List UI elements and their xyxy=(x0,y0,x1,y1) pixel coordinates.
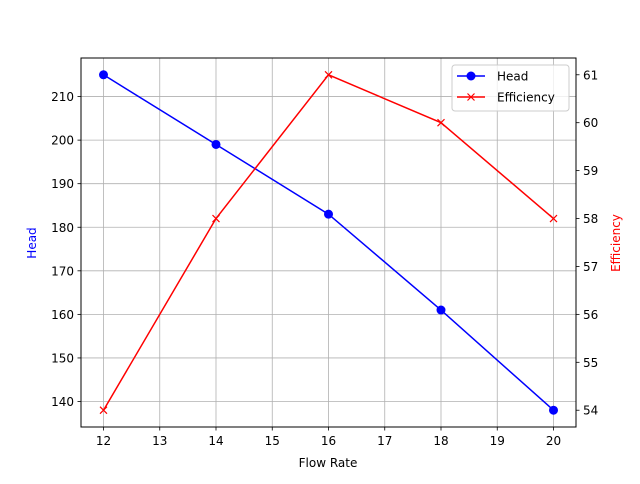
x-tick-label: 12 xyxy=(96,434,111,448)
y-axis-left-label: Head xyxy=(25,227,39,258)
data-point xyxy=(324,70,333,79)
data-point xyxy=(212,214,220,223)
x-axis-label: Flow Rate xyxy=(299,456,358,470)
x-tick-label: 13 xyxy=(152,434,167,448)
y-axis-right-label: Efficiency xyxy=(609,214,623,272)
x-tick-label: 15 xyxy=(265,434,280,448)
x-tick-label: 17 xyxy=(377,434,392,448)
x-marker-icon xyxy=(467,93,475,101)
legend-label-head: Head xyxy=(497,70,528,84)
data-point xyxy=(324,209,333,219)
y-right-tick-label: 56 xyxy=(583,308,598,322)
legend-item-efficiency: Efficiency xyxy=(457,91,555,105)
data-point xyxy=(436,305,446,315)
y-tick-label: 160 xyxy=(51,308,74,322)
y-right-tick-label: 59 xyxy=(583,164,598,178)
y-right-tick-label: 61 xyxy=(583,68,598,82)
circle-marker-icon xyxy=(466,71,476,81)
y-tick-label: 200 xyxy=(51,134,74,148)
y-tick-label: 150 xyxy=(51,351,74,365)
data-point xyxy=(211,139,221,149)
y-right-tick-label: 58 xyxy=(583,212,598,226)
legend-label-efficiency: Efficiency xyxy=(497,91,555,105)
x-tick-label: 19 xyxy=(490,434,505,448)
x-tick-label: 16 xyxy=(321,434,336,448)
y-right-tick-label: 60 xyxy=(583,116,598,130)
y-tick-label: 170 xyxy=(51,264,74,278)
x-tick-label: 20 xyxy=(546,434,561,448)
y-tick-label: 190 xyxy=(51,177,74,191)
y-axis-left-ticks: 140 150 160 170 180 190 200 210 xyxy=(51,90,81,409)
x-tick-label: 18 xyxy=(433,434,448,448)
series-layer xyxy=(99,70,558,415)
legend-item-head: Head xyxy=(457,70,528,84)
data-point xyxy=(549,405,558,415)
y-axis-right-ticks: 54 55 56 57 58 59 60 61 xyxy=(576,68,598,418)
legend: Head Efficiency xyxy=(451,64,570,112)
x-tick-label: 14 xyxy=(208,434,223,448)
x-axis-ticks: 12 13 14 15 16 17 18 19 20 xyxy=(96,427,561,448)
y-tick-label: 210 xyxy=(51,90,74,104)
series-head xyxy=(99,70,558,415)
y-right-tick-label: 54 xyxy=(583,404,598,418)
grid-lines xyxy=(81,58,576,427)
data-point xyxy=(99,70,108,80)
y-right-tick-label: 57 xyxy=(583,260,598,274)
data-point xyxy=(99,406,108,415)
y-tick-label: 180 xyxy=(51,221,74,235)
y-right-tick-label: 55 xyxy=(583,356,598,370)
y-tick-label: 140 xyxy=(51,395,74,409)
data-point xyxy=(437,118,445,127)
data-point xyxy=(549,214,558,223)
series-efficiency xyxy=(99,70,558,415)
